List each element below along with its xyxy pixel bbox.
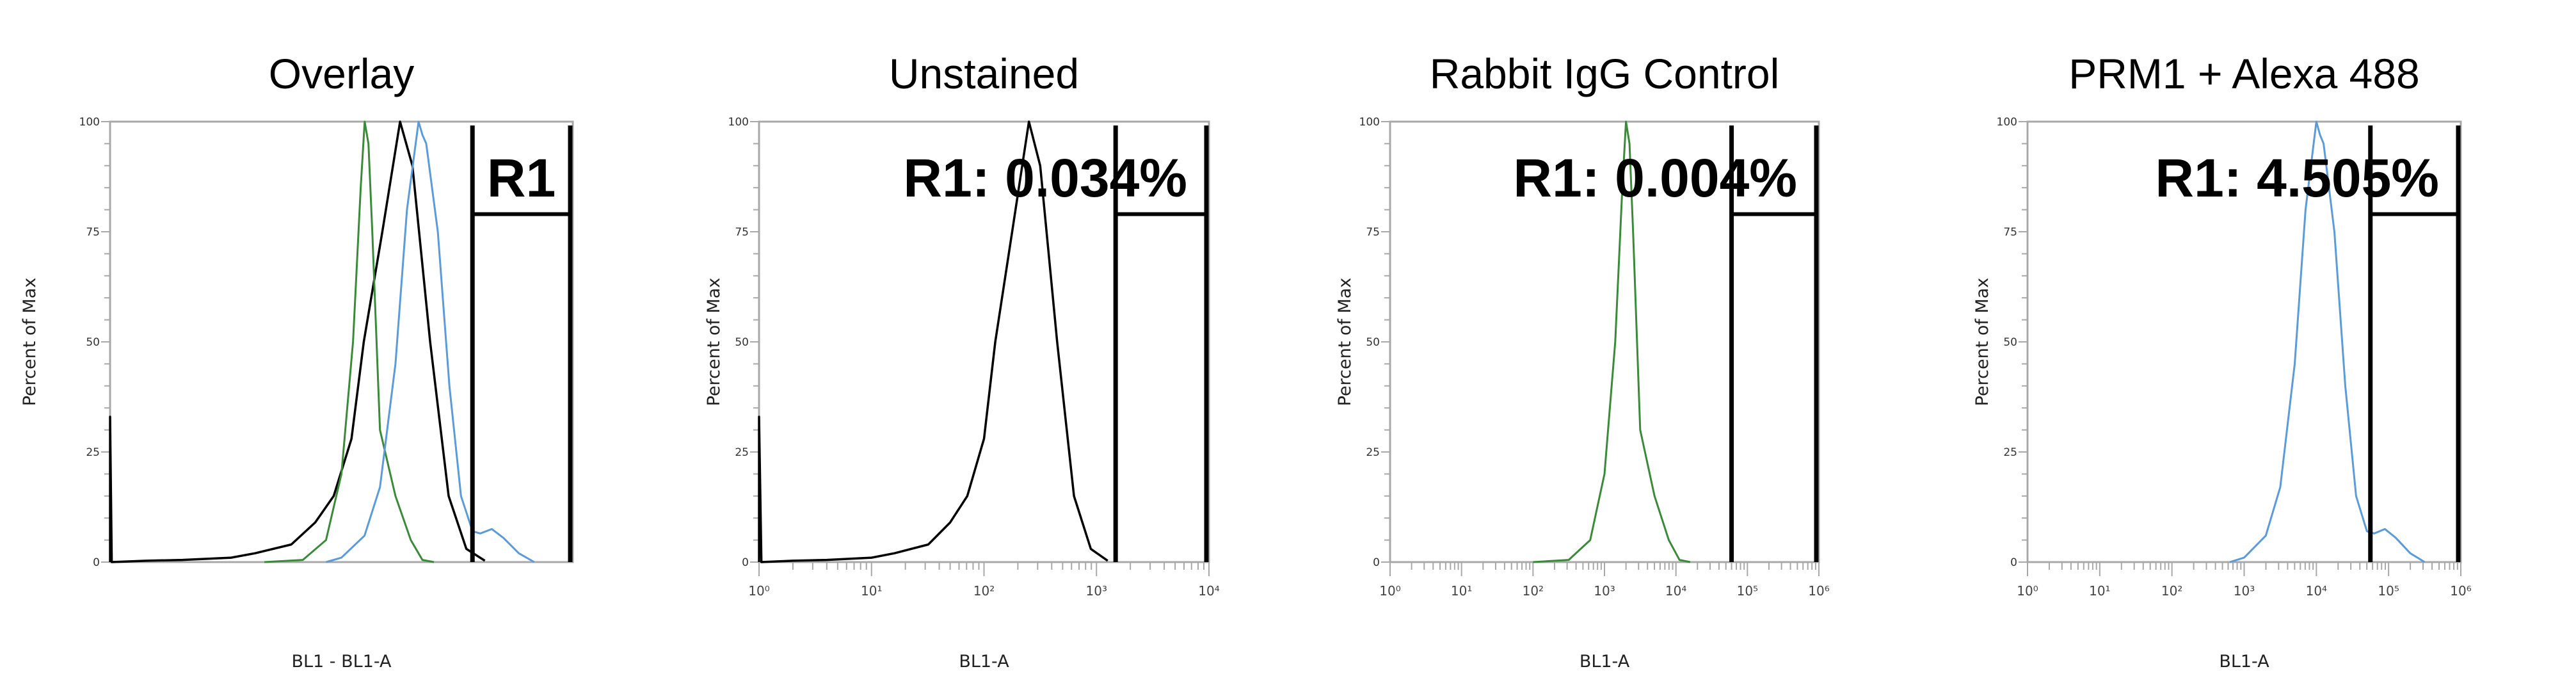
y-tick-label: 0	[2010, 556, 2017, 569]
y-tick-label: 50	[86, 336, 100, 349]
x-axis-title: BL1-A	[959, 652, 1009, 672]
x-tick-label: 10⁰	[2017, 583, 2038, 599]
y-tick-label: 25	[86, 446, 100, 459]
x-axis-title: BL1-A	[1580, 652, 1630, 672]
y-axis-title: Percent of Max	[704, 278, 724, 407]
y-axis-title: Percent of Max	[20, 278, 40, 407]
y-tick-label: 25	[2003, 446, 2017, 459]
x-tick-label: 10²	[973, 583, 995, 599]
y-tick-label: 25	[1366, 446, 1380, 459]
y-tick-label: 100	[1997, 116, 2017, 129]
y-tick-label: 100	[79, 116, 100, 129]
x-tick-label: 10⁵	[2378, 583, 2399, 599]
y-tick-label: 50	[735, 336, 749, 349]
y-tick-label: 50	[1366, 336, 1380, 349]
y-axis-title: Percent of Max	[1335, 278, 1355, 407]
y-tick-label: 0	[742, 556, 749, 569]
histogram-series-0	[109, 120, 486, 563]
gate-r1[interactable]: R1: 0.004%	[1513, 125, 1819, 562]
chart-title: Overlay	[269, 50, 414, 97]
y-tick-label: 75	[735, 226, 749, 239]
x-tick-label: 10²	[2161, 583, 2182, 599]
y-tick-label: 75	[1366, 226, 1380, 239]
y-tick-label: 25	[735, 446, 749, 459]
gate-r1[interactable]: R1: 4.505%	[2155, 125, 2461, 562]
x-tick-label: 10¹	[1451, 583, 1472, 599]
y-tick-label: 100	[728, 116, 749, 129]
histogram-series-0	[1533, 120, 1691, 563]
x-tick-label: 10¹	[861, 583, 882, 599]
histogram-panel-3: PRM1 + Alexa 488 0 25 50 75 100 10⁰ 10¹ 10² 10³ 10…	[1972, 50, 2472, 672]
x-tick-label: 10⁴	[2306, 583, 2327, 599]
x-tick-label: 10²	[1523, 583, 1544, 599]
x-tick-label: 10³	[1086, 583, 1107, 599]
x-tick-label: 10⁶	[2450, 583, 2471, 599]
y-tick-label: 75	[86, 226, 100, 239]
x-tick-label: 10⁰	[748, 583, 769, 599]
gate-label: R1: 4.505%	[2155, 148, 2439, 208]
histogram-series-0	[758, 120, 1108, 563]
x-tick-label: 10³	[2234, 583, 2255, 599]
chart-title: Rabbit IgG Control	[1430, 50, 1780, 97]
histogram-series-0	[2229, 120, 2426, 563]
y-tick-label: 0	[93, 556, 100, 569]
x-tick-label: 10⁴	[1198, 583, 1219, 599]
y-tick-label: 100	[1359, 116, 1380, 129]
y-tick-label: 0	[1373, 556, 1380, 569]
y-tick-label: 75	[2003, 226, 2017, 239]
x-axis-title: BL1 - BL1-A	[291, 652, 392, 672]
x-axis-title: BL1-A	[2219, 652, 2269, 672]
x-tick-label: 10⁵	[1737, 583, 1758, 599]
x-tick-label: 10¹	[2089, 583, 2110, 599]
y-tick-label: 50	[2003, 336, 2017, 349]
histogram-panel-0: Overlay 0 25 50 75 100 Percent of Max BL1 - BL1…	[20, 50, 574, 672]
gate-label: R1: 0.034%	[903, 148, 1187, 208]
gate-r1[interactable]: R1	[470, 125, 573, 562]
gate-r1[interactable]: R1: 0.034%	[903, 125, 1209, 562]
x-tick-label: 10⁶	[1808, 583, 1829, 599]
histogram-panel-2: Rabbit IgG Control 0 25 50 75 100 10⁰ 10¹ 10² 10³…	[1335, 50, 1830, 672]
histogram-series-1	[264, 120, 435, 563]
x-tick-label: 10⁰	[1379, 583, 1400, 599]
gate-label: R1: 0.004%	[1513, 148, 1797, 208]
histogram-panel-1: Unstained 0 25 50 75 100 10⁰ 10¹ 10² 10³ 10⁴ Percen…	[704, 50, 1220, 672]
x-tick-label: 10³	[1594, 583, 1615, 599]
gate-label: R1	[487, 148, 556, 208]
x-tick-label: 10⁴	[1665, 583, 1686, 599]
chart-title: PRM1 + Alexa 488	[2068, 50, 2420, 97]
histogram-series-2	[325, 120, 535, 563]
y-axis-title: Percent of Max	[1972, 278, 1992, 407]
chart-title: Unstained	[889, 50, 1079, 97]
